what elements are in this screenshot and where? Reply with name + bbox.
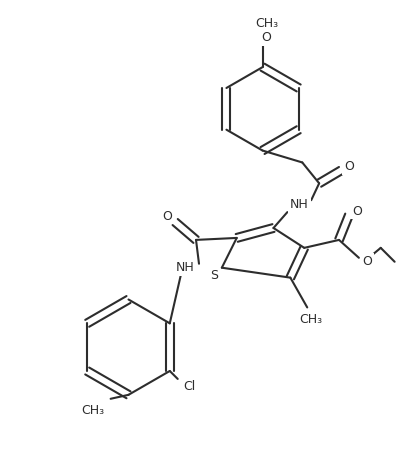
Text: CH₃: CH₃ — [81, 404, 104, 417]
Text: O: O — [261, 31, 271, 44]
Text: CH₃: CH₃ — [255, 17, 278, 30]
Text: O: O — [344, 160, 354, 173]
Text: O: O — [352, 205, 362, 217]
Text: O: O — [162, 210, 172, 222]
Text: O: O — [362, 255, 372, 268]
Text: CH₃: CH₃ — [300, 313, 323, 326]
Text: S: S — [210, 269, 218, 282]
Text: NH: NH — [176, 261, 195, 274]
Text: Cl: Cl — [183, 380, 196, 393]
Text: NH: NH — [290, 197, 309, 211]
